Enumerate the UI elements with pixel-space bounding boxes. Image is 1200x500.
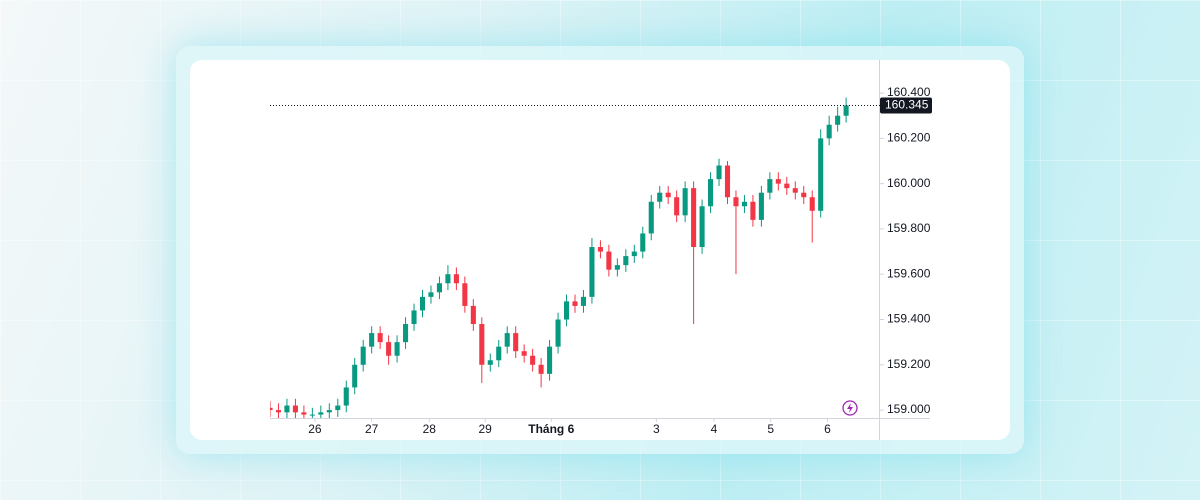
candle-body [835, 115, 841, 125]
y-tick-label: 159.600 [887, 266, 931, 280]
x-tick-label: 4 [711, 422, 718, 436]
candle-body [270, 407, 273, 411]
candle-body [724, 165, 731, 198]
candle-body [386, 342, 392, 356]
candle-body [733, 197, 739, 207]
y-tick-label: 160.000 [887, 176, 931, 190]
candle-body [496, 346, 502, 361]
candle-body [716, 165, 722, 180]
candle-body [597, 247, 603, 252]
candle-body [309, 414, 315, 416]
candle-body [343, 387, 349, 406]
candle-body [301, 412, 307, 415]
candle-body [453, 274, 459, 284]
candle-body [826, 124, 832, 139]
candle-body [665, 192, 671, 198]
candle-body [674, 197, 680, 216]
y-tick-label: 159.400 [887, 312, 931, 326]
y-tick-label: 160.400 [887, 85, 931, 99]
candle-body [657, 192, 663, 202]
x-tick-label: 29 [479, 422, 493, 436]
candle-body [335, 405, 341, 411]
x-tick-label: 6 [824, 422, 831, 436]
y-tick-label: 159.800 [887, 221, 931, 235]
candle-body [411, 310, 417, 325]
candle-body [775, 179, 781, 184]
candle-body [326, 410, 332, 413]
candle-body [640, 233, 646, 252]
y-tick-label: 159.000 [887, 402, 931, 416]
candle-body [682, 188, 688, 216]
candle-body [504, 333, 510, 347]
candle-body [792, 188, 798, 193]
candle-body [631, 251, 637, 257]
candle-body [547, 346, 553, 374]
candle-body [758, 192, 764, 220]
candle-body [538, 364, 544, 374]
candle-body [623, 256, 629, 266]
candle-body [580, 296, 587, 306]
candle-body [818, 138, 824, 211]
x-tick-label: 27 [365, 422, 379, 436]
candle-body [487, 360, 493, 365]
candle-body [292, 405, 298, 413]
candle-body [513, 333, 519, 352]
candle-body [275, 410, 282, 413]
candle-body [606, 251, 612, 270]
candle-body [809, 197, 815, 211]
y-tick-label: 160.200 [887, 131, 931, 145]
candle-body [436, 283, 442, 293]
candle-body [445, 274, 451, 284]
candle-body [801, 192, 807, 198]
candle-body [394, 342, 400, 356]
x-tick-label: 28 [423, 422, 437, 436]
candle-body [767, 179, 773, 193]
last-price-box [880, 97, 932, 114]
candle-body [369, 333, 375, 347]
candle-body [589, 247, 595, 297]
plot-area [270, 97, 849, 418]
candle-body [428, 292, 434, 297]
candle-body [572, 301, 578, 306]
x-tick-label: Tháng 6 [528, 422, 574, 436]
candle-body [462, 283, 468, 306]
x-tick-label: 26 [308, 422, 322, 436]
candle-body [555, 319, 561, 347]
candle-body [691, 188, 697, 248]
candle-body [843, 105, 849, 116]
candle-body [741, 201, 747, 207]
x-tick-label: 5 [767, 422, 774, 436]
last-price-label: 160.345 [885, 98, 929, 112]
candle-body [470, 305, 476, 325]
candle-body [563, 301, 570, 320]
candle-body [530, 355, 536, 365]
candle-body [419, 296, 426, 311]
y-tick-label: 159.200 [887, 357, 931, 371]
candle-body [614, 265, 620, 270]
candle-body [750, 201, 756, 220]
candle-body [521, 351, 527, 356]
x-tick-label: 3 [653, 422, 660, 436]
candle-body [284, 405, 290, 413]
candle-body [360, 346, 366, 365]
candle-body [708, 179, 714, 207]
candle-body [377, 333, 383, 343]
candle-body [352, 364, 358, 388]
candle-body [318, 412, 324, 415]
lightning-icon [842, 400, 858, 416]
candle-body [784, 183, 790, 189]
candle-body [648, 201, 654, 234]
candle-body [699, 206, 705, 248]
candle-body [479, 324, 485, 365]
candle-body [403, 324, 409, 343]
